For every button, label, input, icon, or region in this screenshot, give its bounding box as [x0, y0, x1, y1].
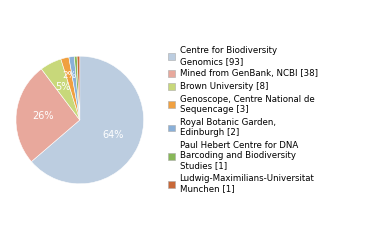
- Legend: Centre for Biodiversity
Genomics [93], Mined from GenBank, NCBI [38], Brown Univ: Centre for Biodiversity Genomics [93], M…: [167, 46, 318, 194]
- Wedge shape: [32, 56, 144, 184]
- Wedge shape: [69, 56, 80, 120]
- Text: 26%: 26%: [32, 111, 54, 121]
- Wedge shape: [74, 56, 80, 120]
- Wedge shape: [16, 69, 80, 162]
- Text: 5%: 5%: [55, 82, 71, 92]
- Wedge shape: [61, 57, 80, 120]
- Wedge shape: [77, 56, 80, 120]
- Wedge shape: [41, 59, 80, 120]
- Text: 2%: 2%: [62, 71, 76, 80]
- Text: 64%: 64%: [103, 131, 124, 140]
